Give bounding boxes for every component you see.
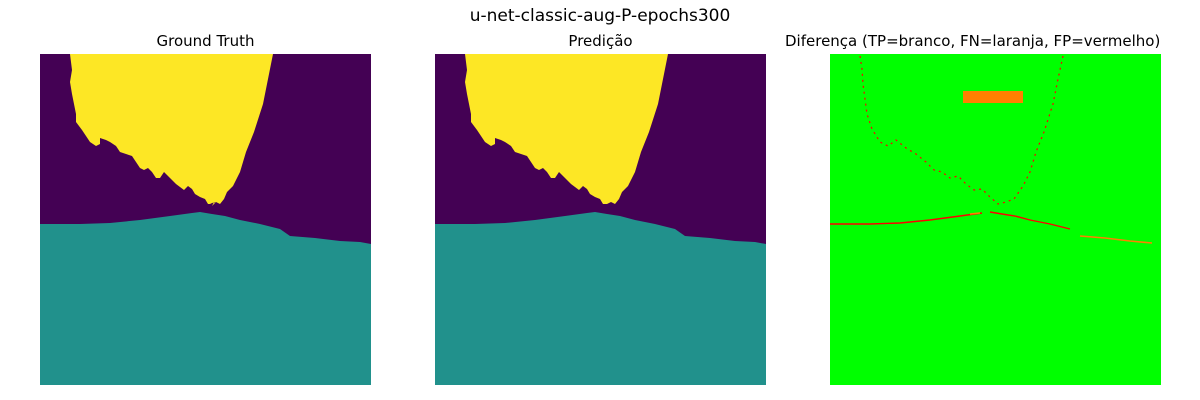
diff-false-positive-waterline xyxy=(830,211,1071,230)
diff-false-negative-waterline xyxy=(969,212,1153,244)
gt-yellow-region xyxy=(70,54,273,206)
panel-title-ground-truth: Ground Truth xyxy=(156,32,255,50)
pred-yellow-region xyxy=(465,54,668,204)
difference-image xyxy=(830,54,1161,385)
ground-truth-image xyxy=(40,54,371,385)
gt-teal-region xyxy=(40,212,371,385)
pred-teal-region xyxy=(435,212,766,385)
figure-title: u-net-classic-aug-P-epochs300 xyxy=(469,6,731,26)
diff-background-region xyxy=(830,54,1161,385)
diff-false-negative-patch xyxy=(963,91,1023,103)
panel-title-prediction: Predição xyxy=(568,32,633,50)
prediction-image xyxy=(435,54,766,385)
panel-title-difference: Diferença (TP=branco, FN=laranja, FP=ver… xyxy=(785,32,1161,50)
